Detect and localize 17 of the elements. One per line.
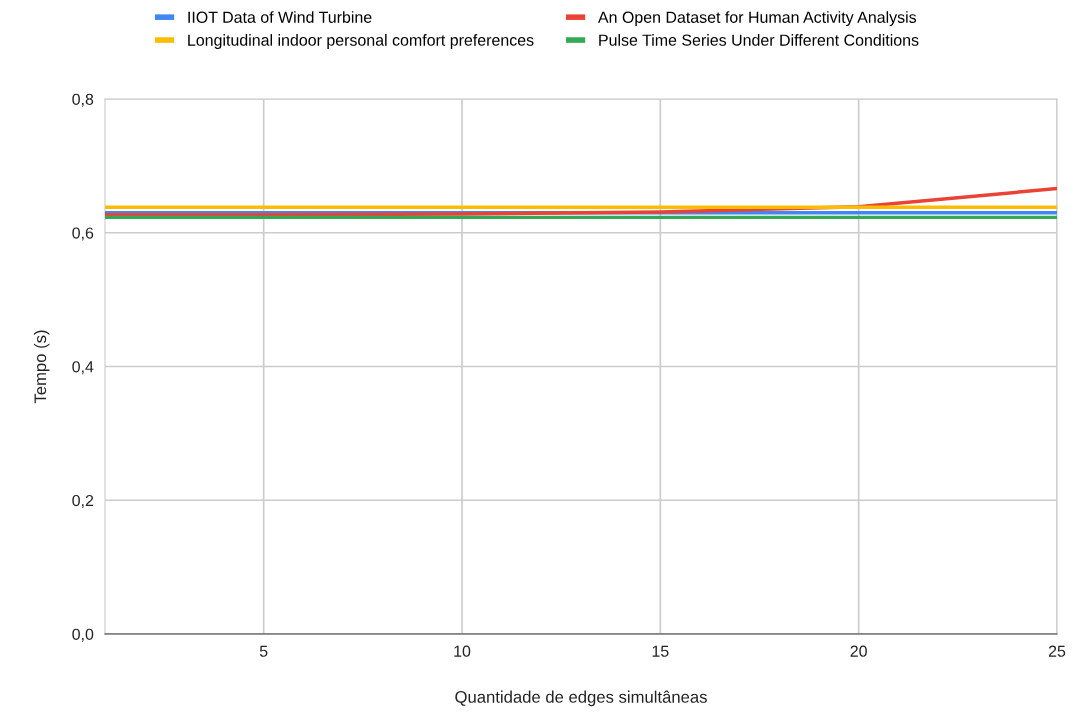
legend-label: IIOT Data of Wind Turbine	[188, 11, 372, 23]
x-tick-label: 15	[652, 645, 669, 657]
y-tick-label: 0,4	[72, 361, 94, 375]
legend-label: An Open Dataset for Human Activity Analysis	[597, 11, 917, 27]
legend-label: Longitudinal indoor personal comfort preferences	[188, 34, 534, 49]
legend-label: Pulse Time Series Under Different Conditions	[599, 34, 919, 46]
x-tick-label: 5	[259, 645, 268, 657]
y-tick-label: 0,2	[72, 494, 94, 509]
line-series	[105, 186, 1057, 217]
y-tick-label: 0,8	[72, 93, 94, 107]
x-tick-label: 20	[850, 645, 867, 657]
x-axis-title: Quantidade de edges simultâneas	[455, 690, 707, 707]
y-axis-title: Tempo (s)	[33, 330, 50, 404]
y-tick-label: 0,6	[72, 227, 94, 241]
x-tick-label: 10	[454, 645, 471, 657]
x-tick-label: 25	[1048, 645, 1066, 657]
y-tick-label: 0,0	[72, 628, 94, 642]
